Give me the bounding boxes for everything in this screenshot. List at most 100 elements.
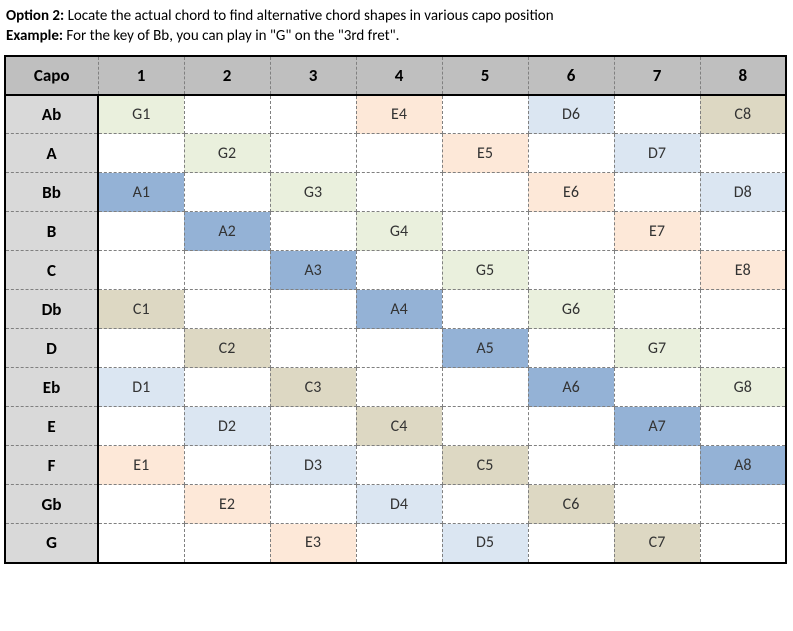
row-key: Bb xyxy=(5,173,98,212)
table-cell xyxy=(700,524,786,563)
col-header: 1 xyxy=(98,56,184,95)
table-cell xyxy=(270,134,356,173)
table-cell xyxy=(98,524,184,563)
table-cell xyxy=(98,251,184,290)
table-cell: E6 xyxy=(528,173,614,212)
table-cell: C2 xyxy=(184,329,270,368)
table-cell: E2 xyxy=(184,485,270,524)
table-cell xyxy=(356,134,442,173)
table-cell xyxy=(528,134,614,173)
table-cell xyxy=(184,173,270,212)
table-row: EbD1C3A6G8 xyxy=(5,368,786,407)
table-cell: D5 xyxy=(442,524,528,563)
table-cell xyxy=(442,407,528,446)
col-header: 3 xyxy=(270,56,356,95)
row-key: Eb xyxy=(5,368,98,407)
table-cell xyxy=(528,524,614,563)
table-cell xyxy=(356,173,442,212)
table-cell xyxy=(442,485,528,524)
col-header: 5 xyxy=(442,56,528,95)
row-key: A xyxy=(5,134,98,173)
table-cell xyxy=(614,368,700,407)
table-cell xyxy=(528,407,614,446)
table-cell: E5 xyxy=(442,134,528,173)
table-cell xyxy=(184,524,270,563)
table-cell: E3 xyxy=(270,524,356,563)
table-cell: C1 xyxy=(98,290,184,329)
table-cell xyxy=(528,329,614,368)
table-cell xyxy=(700,290,786,329)
table-cell: C8 xyxy=(700,95,786,134)
col-header: 2 xyxy=(184,56,270,95)
table-cell xyxy=(184,251,270,290)
table-cell: G8 xyxy=(700,368,786,407)
table-cell xyxy=(700,134,786,173)
table-cell xyxy=(98,212,184,251)
capo-chord-table: Capo 1 2 3 4 5 6 7 8 AbG1E4D6C8AG2E5D7Bb… xyxy=(4,55,787,564)
table-cell xyxy=(270,407,356,446)
table-cell: E8 xyxy=(700,251,786,290)
example-description: For the key of Bb, you can play in "G" o… xyxy=(63,27,399,45)
table-cell xyxy=(442,368,528,407)
row-key: B xyxy=(5,212,98,251)
table-cell xyxy=(98,134,184,173)
table-cell: C7 xyxy=(614,524,700,563)
intro-text: Option 2: Locate the actual chord to fin… xyxy=(6,6,789,47)
row-key: E xyxy=(5,407,98,446)
table-cell: A2 xyxy=(184,212,270,251)
table-cell xyxy=(528,251,614,290)
option-description: Locate the actual chord to find alternat… xyxy=(64,7,553,25)
table-row: AG2E5D7 xyxy=(5,134,786,173)
col-header: 6 xyxy=(528,56,614,95)
table-cell: D6 xyxy=(528,95,614,134)
table-cell: A8 xyxy=(700,446,786,485)
table-cell xyxy=(528,446,614,485)
table-row: AbG1E4D6C8 xyxy=(5,95,786,134)
table-cell xyxy=(614,446,700,485)
table-cell xyxy=(270,290,356,329)
table-cell: A5 xyxy=(442,329,528,368)
table-cell xyxy=(614,290,700,329)
table-cell xyxy=(700,407,786,446)
table-cell xyxy=(442,212,528,251)
table-header-row: Capo 1 2 3 4 5 6 7 8 xyxy=(5,56,786,95)
row-key: Ab xyxy=(5,95,98,134)
option-label: Option 2: xyxy=(6,7,64,25)
table-cell xyxy=(700,329,786,368)
table-cell xyxy=(614,173,700,212)
col-header: 8 xyxy=(700,56,786,95)
table-row: B A2 G4 E7 xyxy=(5,212,786,251)
table-cell xyxy=(184,290,270,329)
row-key: C xyxy=(5,251,98,290)
table-cell: A3 xyxy=(270,251,356,290)
table-cell: D2 xyxy=(184,407,270,446)
table-row: CA3G5E8 xyxy=(5,251,786,290)
table-cell: E7 xyxy=(614,212,700,251)
table-cell xyxy=(270,212,356,251)
table-cell xyxy=(270,329,356,368)
table-row: ED2C4A7 xyxy=(5,407,786,446)
row-key: F xyxy=(5,446,98,485)
table-cell xyxy=(442,173,528,212)
table-cell xyxy=(614,485,700,524)
row-key: Gb xyxy=(5,485,98,524)
table-cell xyxy=(442,290,528,329)
table-cell: G3 xyxy=(270,173,356,212)
table-cell xyxy=(356,329,442,368)
table-cell xyxy=(356,446,442,485)
table-cell: E1 xyxy=(98,446,184,485)
table-cell xyxy=(98,329,184,368)
table-cell xyxy=(184,446,270,485)
table-cell: G2 xyxy=(184,134,270,173)
table-cell xyxy=(442,95,528,134)
table-cell: D4 xyxy=(356,485,442,524)
table-cell xyxy=(356,251,442,290)
table-row: GbE2D4C6 xyxy=(5,485,786,524)
table-row: BbA1G3E6D8 xyxy=(5,173,786,212)
table-cell xyxy=(356,368,442,407)
table-cell xyxy=(700,212,786,251)
table-cell xyxy=(356,524,442,563)
table-cell xyxy=(184,95,270,134)
table-cell: C4 xyxy=(356,407,442,446)
table-cell: G4 xyxy=(356,212,442,251)
